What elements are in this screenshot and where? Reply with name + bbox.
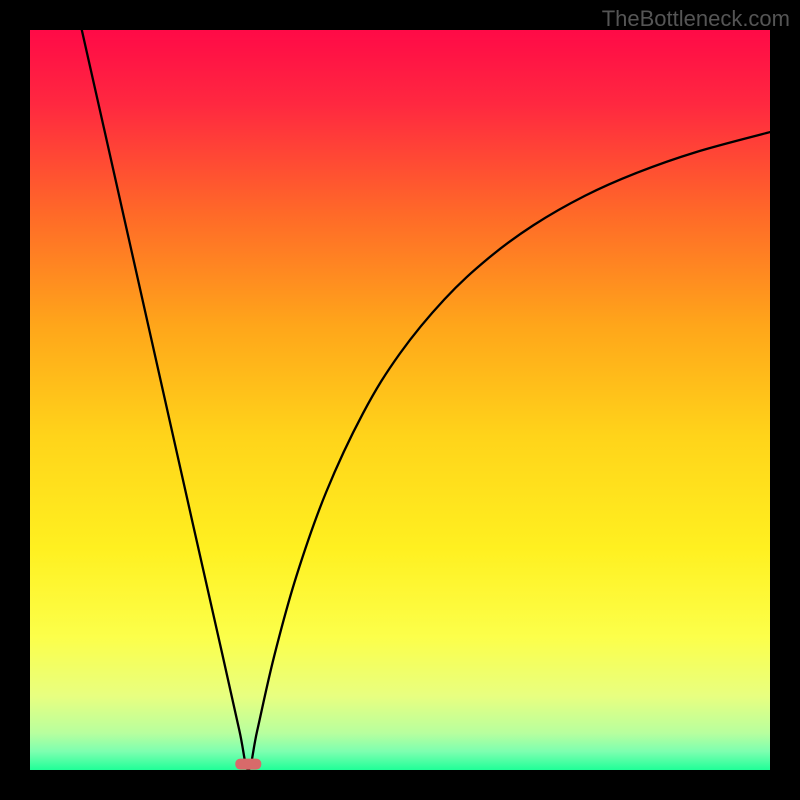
chart-container: TheBottleneck.com (0, 0, 800, 800)
curve-svg (30, 30, 770, 770)
watermark-text: TheBottleneck.com (602, 6, 790, 32)
plot-area (30, 30, 770, 770)
optimal-marker (235, 759, 261, 770)
bottleneck-curve (82, 30, 770, 770)
